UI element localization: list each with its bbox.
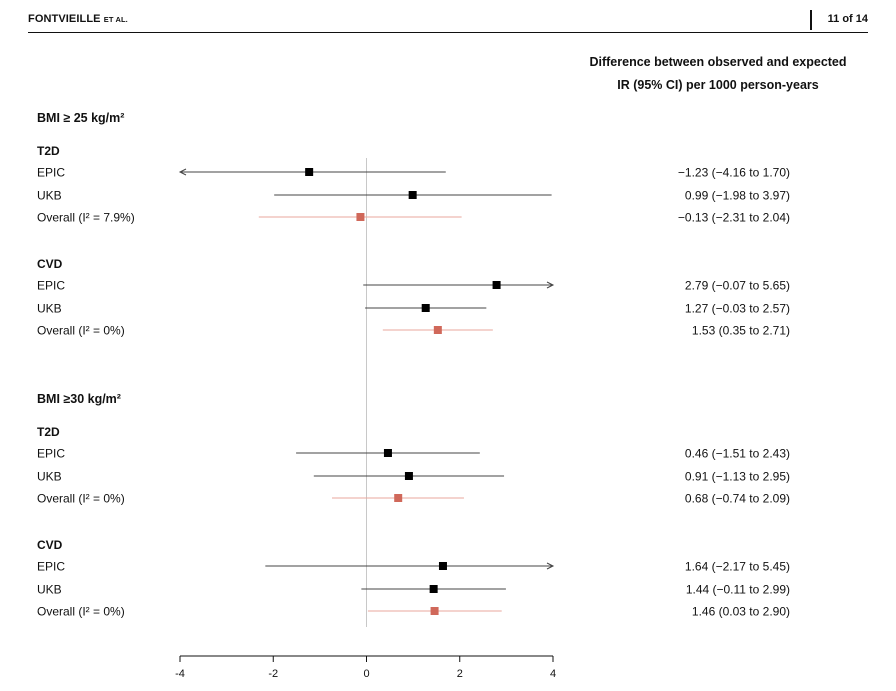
row-label: EPIC bbox=[37, 560, 65, 574]
x-tick-label: 2 bbox=[457, 668, 463, 680]
ci-arrow-right bbox=[546, 562, 555, 570]
author-name: FONTVIEILLE bbox=[28, 13, 101, 25]
x-tick-label: -2 bbox=[268, 668, 278, 680]
chart-subtitle: IR (95% CI) per 1000 person-years bbox=[617, 78, 819, 92]
header-rule bbox=[28, 32, 868, 33]
row-label: EPIC bbox=[37, 447, 65, 461]
estimate-ci-text: 1.46 (0.03 to 2.90) bbox=[692, 605, 790, 619]
row-label: Overall (I² = 0%) bbox=[37, 492, 125, 506]
row-label: EPIC bbox=[37, 166, 65, 180]
subgroup-heading: T2D bbox=[37, 425, 60, 439]
row-label: UKB bbox=[37, 302, 62, 316]
study-estimate-marker bbox=[383, 449, 392, 457]
estimate-ci-text: 0.91 (−1.13 to 2.95) bbox=[685, 470, 790, 484]
overall-estimate-marker bbox=[430, 607, 439, 615]
x-tick-label: 4 bbox=[550, 668, 556, 680]
row-label: Overall (I² = 0%) bbox=[37, 605, 125, 619]
study-estimate-marker bbox=[421, 304, 430, 312]
row-label: UKB bbox=[37, 189, 62, 203]
row-label: Overall (I² = 7.9%) bbox=[37, 211, 135, 225]
study-estimate-marker bbox=[438, 562, 447, 570]
header-separator bbox=[810, 10, 812, 30]
study-estimate-marker bbox=[408, 191, 417, 199]
author-suffix: ET AL. bbox=[103, 15, 128, 24]
overall-estimate-marker bbox=[433, 326, 442, 334]
estimate-ci-text: 0.99 (−1.98 to 3.97) bbox=[685, 189, 790, 203]
forest-rows: BMI ≥ 25 kg/m² T2D EPIC −1.23 (−4.16 to 1.7… bbox=[37, 111, 790, 619]
estimate-ci-text: 1.64 (−2.17 to 5.45) bbox=[685, 560, 790, 574]
chart-title: Difference between observed and expected bbox=[589, 55, 846, 69]
study-estimate-marker bbox=[404, 472, 413, 480]
group-heading: BMI ≥30 kg/m² bbox=[37, 392, 121, 406]
running-header-author: FONTVIEILLE ET AL. bbox=[28, 13, 128, 25]
estimate-ci-text: 2.79 (−0.07 to 5.65) bbox=[685, 279, 790, 293]
subgroup-heading: CVD bbox=[37, 257, 63, 271]
x-tick-label: -4 bbox=[175, 668, 185, 680]
estimate-ci-text: 1.44 (−0.11 to 2.99) bbox=[686, 583, 790, 597]
study-estimate-marker bbox=[492, 281, 501, 289]
study-estimate-marker bbox=[429, 585, 438, 593]
row-label: UKB bbox=[37, 583, 62, 597]
page-number: 11 of 14 bbox=[827, 13, 868, 25]
estimate-ci-text: −0.13 (−2.31 to 2.04) bbox=[678, 211, 790, 225]
ci-arrow-left bbox=[178, 168, 187, 176]
subgroup-heading: T2D bbox=[37, 144, 60, 158]
row-label: Overall (I² = 0%) bbox=[37, 324, 125, 338]
ci-arrow-right bbox=[546, 281, 555, 289]
row-label: EPIC bbox=[37, 279, 65, 293]
overall-estimate-marker bbox=[356, 213, 365, 221]
x-tick-label: 0 bbox=[363, 668, 369, 680]
study-estimate-marker bbox=[305, 168, 314, 176]
group-heading: BMI ≥ 25 kg/m² bbox=[37, 111, 124, 125]
estimate-ci-text: 1.53 (0.35 to 2.71) bbox=[692, 324, 790, 338]
overall-estimate-marker bbox=[394, 494, 403, 502]
estimate-ci-text: −1.23 (−4.16 to 1.70) bbox=[678, 166, 790, 180]
estimate-ci-text: 1.27 (−0.03 to 2.57) bbox=[685, 302, 790, 316]
subgroup-heading: CVD bbox=[37, 538, 63, 552]
estimate-ci-text: 0.46 (−1.51 to 2.43) bbox=[685, 447, 790, 461]
estimate-ci-text: 0.68 (−0.74 to 2.09) bbox=[685, 492, 790, 506]
x-axis: -4 -2 0 2 4 bbox=[175, 655, 556, 680]
row-label: UKB bbox=[37, 470, 62, 484]
